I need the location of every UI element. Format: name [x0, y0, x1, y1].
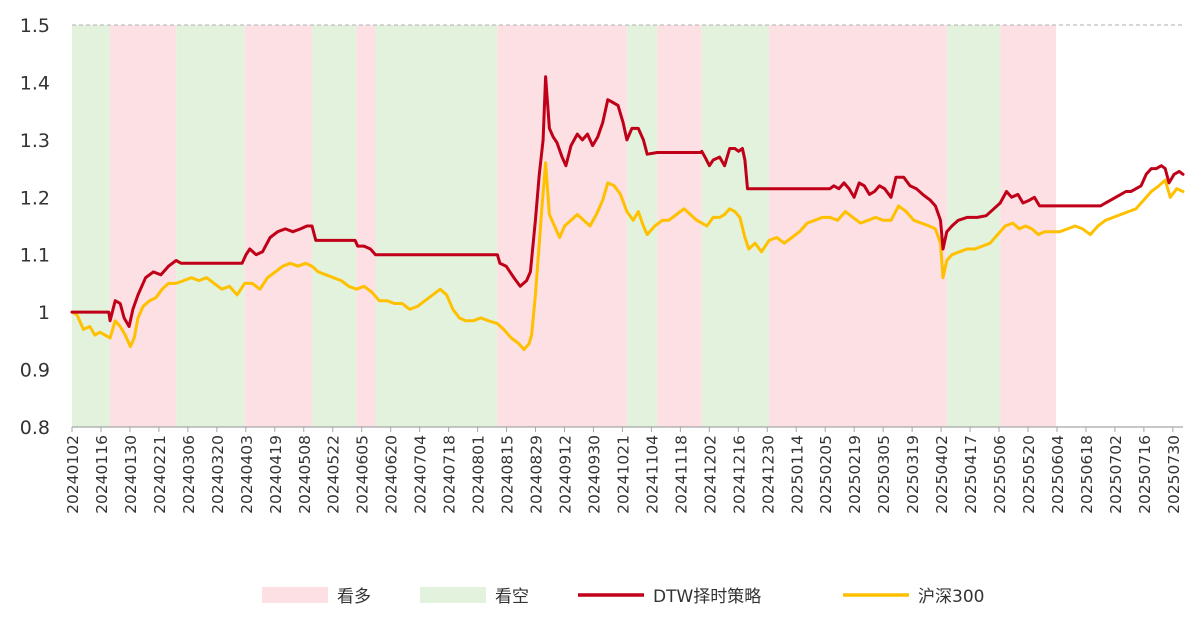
x-tick-label-2: 20240130 [122, 435, 140, 514]
x-tick-label-26: 20250205 [817, 435, 835, 514]
x-tick-label-16: 20240829 [528, 435, 546, 514]
bull-band-1 [110, 25, 177, 427]
axes [71, 426, 1183, 432]
bear-band-12 [946, 25, 1001, 427]
y-tick-label-0: 0.8 [20, 417, 50, 439]
x-tick-label-1: 20240116 [93, 435, 111, 514]
x-tick-label-34: 20250604 [1049, 435, 1067, 514]
bull-band-5 [356, 25, 376, 427]
legend-label-hs300: 沪深300 [918, 587, 984, 607]
x-tick-label-6: 20240403 [238, 435, 256, 514]
x-tick-label-14: 20240801 [470, 435, 488, 514]
x-tick-label-15: 20240815 [499, 435, 517, 514]
y-tick-label-4: 1.2 [20, 187, 50, 209]
hs300-line [70, 161, 1185, 351]
bear-band-6 [375, 25, 498, 427]
y-tick-label-5: 1.3 [20, 130, 50, 152]
bull-band-11 [769, 25, 947, 427]
x-tick-label-35: 20250618 [1078, 435, 1096, 514]
x-tick-label-4: 20240306 [180, 435, 198, 514]
x-tick-label-23: 20241216 [730, 435, 748, 514]
x-tick-label-0: 20240102 [64, 435, 82, 514]
bear-band-2 [176, 25, 245, 427]
bull-band-7 [497, 25, 627, 427]
x-tick-label-12: 20240704 [412, 435, 430, 514]
x-tick-label-10: 20240605 [354, 435, 372, 514]
y-tick-label-6: 1.4 [20, 72, 50, 94]
legend-swatch-bear [420, 587, 486, 603]
legend-label-dtw: DTW择时策略 [653, 587, 761, 607]
legend-swatch-bull [262, 587, 328, 603]
x-tick-label-19: 20241021 [614, 435, 632, 514]
y-tick-labels: 0.8 0.9 1 1.1 1.2 1.3 1.4 1.5 [20, 15, 50, 439]
regime-bands [72, 25, 1057, 427]
x-tick-label-25: 20250114 [788, 435, 806, 514]
x-tick-label-17: 20240912 [556, 435, 574, 514]
x-tick-label-31: 20250417 [962, 435, 980, 514]
x-tick-label-22: 20241202 [701, 435, 719, 514]
x-tick-label-38: 20250730 [1165, 435, 1183, 514]
x-tick-label-5: 20240320 [209, 435, 227, 514]
series-lines [70, 75, 1185, 351]
legend: 看多 看空 DTW择时策略 沪深300 [262, 587, 984, 607]
x-tick-label-37: 20250716 [1136, 435, 1154, 514]
x-tick-label-24: 20241230 [759, 435, 777, 514]
x-tick-label-32: 20250506 [991, 435, 1009, 514]
y-tick-label-1: 0.9 [20, 360, 50, 382]
x-tick-label-9: 20240522 [325, 435, 343, 514]
x-tick-label-7: 20240419 [267, 435, 285, 514]
bear-band-4 [311, 25, 357, 427]
x-tick-label-36: 20250702 [1107, 435, 1125, 514]
x-tick-labels: 20240102 20240116 20240130 20240221 20240306… [64, 435, 1183, 514]
x-tick-label-18: 20240930 [585, 435, 603, 514]
x-tick-label-21: 20241118 [672, 435, 690, 514]
x-tick-label-27: 20250219 [846, 435, 864, 514]
x-tick-label-29: 20250319 [904, 435, 922, 514]
bear-band-10 [701, 25, 770, 427]
x-tick-label-8: 20240508 [296, 435, 314, 514]
y-tick-label-2: 1 [38, 302, 50, 324]
dtw-strategy-line [70, 75, 1185, 328]
x-tick-label-28: 20250305 [875, 435, 893, 514]
bear-band-0 [72, 25, 111, 427]
bull-band-3 [244, 25, 312, 427]
bull-band-9 [657, 25, 702, 427]
x-tick-label-30: 20250402 [933, 435, 951, 514]
y-tick-label-7: 1.5 [20, 15, 50, 37]
legend-label-bull: 看多 [337, 587, 371, 607]
x-tick-label-20: 20241104 [643, 435, 661, 514]
x-tick-label-11: 20240620 [383, 435, 401, 514]
x-tick-label-33: 20250520 [1020, 435, 1038, 514]
x-tick-label-13: 20240718 [441, 435, 459, 514]
y-tick-label-3: 1.1 [20, 245, 50, 267]
legend-label-bear: 看空 [495, 587, 529, 607]
x-tick-label-3: 20240221 [151, 435, 169, 514]
